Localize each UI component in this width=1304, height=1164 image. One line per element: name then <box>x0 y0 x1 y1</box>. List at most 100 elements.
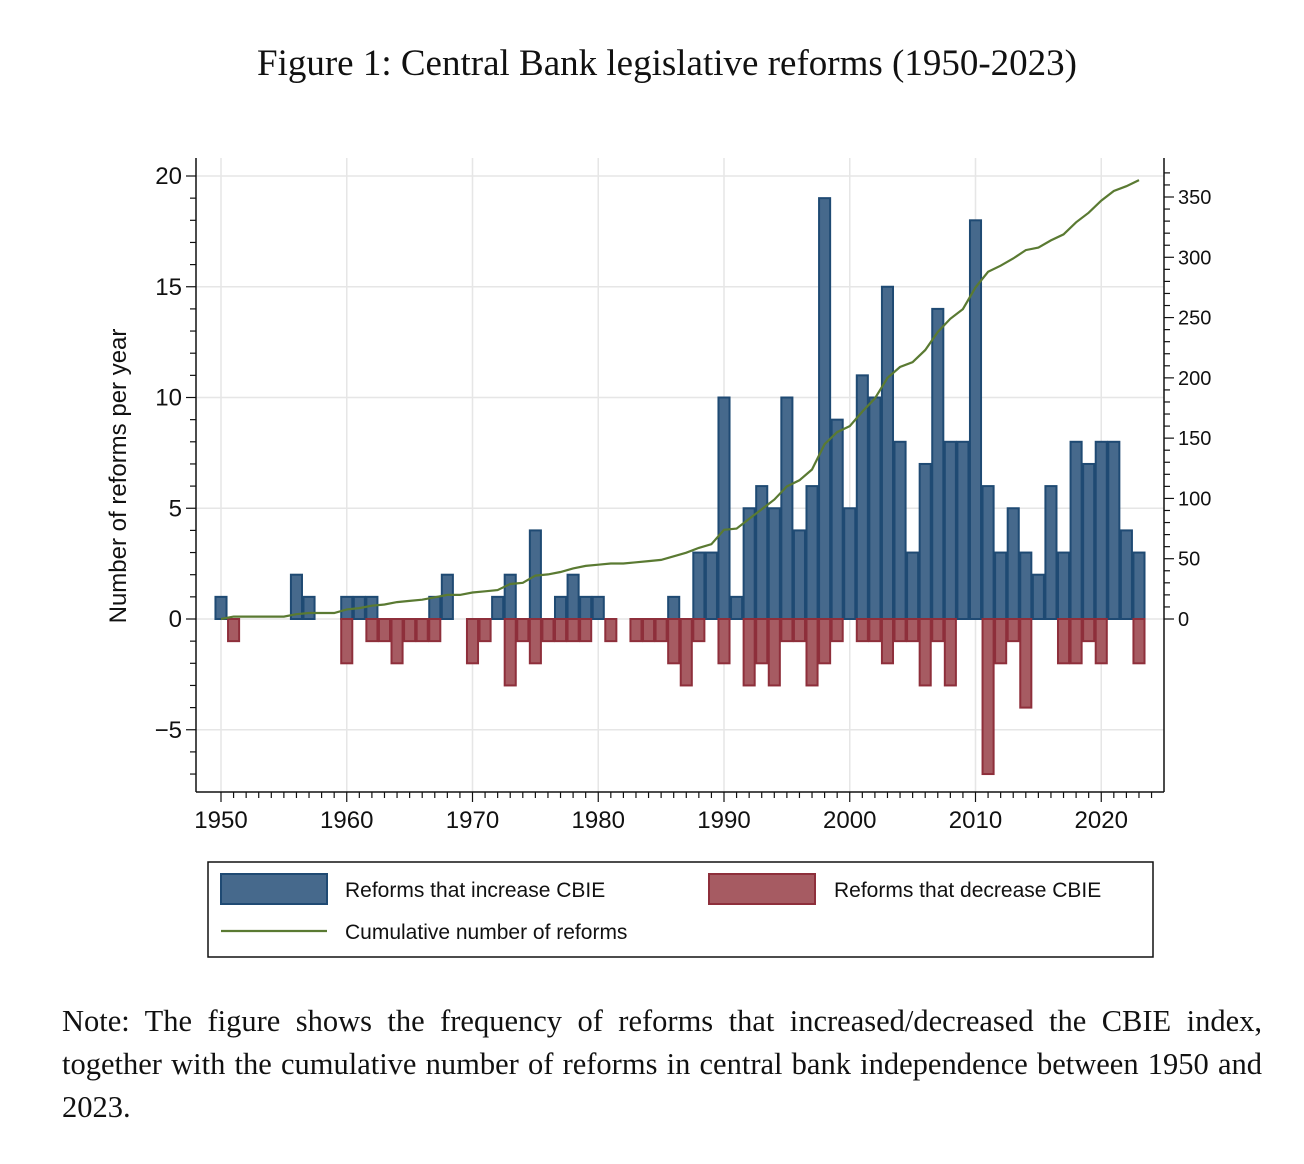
bar-decrease <box>415 618 429 643</box>
bar-decrease <box>792 618 806 643</box>
bar-decrease <box>830 618 844 643</box>
bar-decrease <box>994 618 1008 665</box>
figure-note: Note: The figure shows the frequency of … <box>62 1004 1262 1124</box>
bar-increase <box>579 595 593 620</box>
bar-increase <box>491 595 505 620</box>
bar-increase <box>1006 507 1020 620</box>
bar-decrease <box>805 618 819 687</box>
bar-increase <box>591 595 605 620</box>
bar-increase <box>805 485 819 620</box>
bar-increase <box>994 551 1008 620</box>
bar-increase <box>692 551 706 620</box>
gridlines <box>196 158 1164 792</box>
bar-increase <box>566 573 580 621</box>
bar-decrease <box>755 618 769 665</box>
y-tick-label: 20 <box>155 163 182 190</box>
bar-decrease <box>579 618 593 643</box>
bar-decrease <box>981 618 995 776</box>
bar-increase <box>893 440 907 620</box>
bar-decrease <box>1094 618 1108 665</box>
bar-increase <box>1044 485 1058 620</box>
x-tick-label: 1970 <box>446 807 499 834</box>
bar-decrease <box>654 618 668 643</box>
bar-decrease <box>893 618 907 643</box>
bar-increase <box>742 507 756 620</box>
bar-increase <box>830 418 844 620</box>
bar-decrease <box>767 618 781 687</box>
bar-decrease <box>553 618 568 643</box>
bar-decrease <box>642 618 656 643</box>
bar-decrease <box>855 618 869 643</box>
figure-title: Figure 1: Central Bank legislative refor… <box>257 43 1077 84</box>
bar-increase <box>880 285 895 620</box>
bar-decrease <box>1019 618 1033 709</box>
bar-increase <box>365 595 379 620</box>
bar-increase <box>780 396 794 620</box>
y-right-tick-label: 350 <box>1178 187 1211 209</box>
y-right-tick-label: 50 <box>1178 549 1200 571</box>
bar-decrease <box>629 618 643 643</box>
bar-increase <box>981 485 995 620</box>
bar-decrease <box>1082 618 1096 643</box>
bar-increase <box>704 551 718 620</box>
bar-decrease <box>227 618 241 643</box>
bars <box>214 197 1146 776</box>
bar-decrease <box>1056 618 1071 665</box>
x-tick-label: 1980 <box>572 807 625 834</box>
legend-label-cumulative: Cumulative number of reforms <box>345 921 627 944</box>
x-tick-label: 2010 <box>949 807 1002 834</box>
y-right-tick-label: 200 <box>1178 368 1211 390</box>
y-tick-label: −5 <box>155 717 182 744</box>
bar-decrease <box>365 618 379 643</box>
bar-increase <box>1132 551 1146 620</box>
bar-increase <box>792 529 806 621</box>
bar-decrease <box>692 618 706 643</box>
bar-decrease <box>503 618 517 687</box>
bar-increase <box>843 507 857 620</box>
bar-increase <box>1056 551 1071 620</box>
bar-increase <box>1019 551 1033 620</box>
bar-increase <box>968 219 983 621</box>
bar-increase <box>767 507 781 620</box>
bar-increase <box>918 462 932 621</box>
bar-decrease <box>340 618 354 665</box>
legend-swatch-decrease <box>708 873 816 905</box>
bar-decrease <box>1069 618 1083 665</box>
legend-label-decrease: Reforms that decrease CBIE <box>834 879 1101 902</box>
bar-decrease <box>528 618 542 665</box>
bar-decrease <box>604 618 618 643</box>
bar-increase <box>1069 440 1083 620</box>
bar-decrease <box>918 618 932 687</box>
legend-swatch-increase <box>220 873 328 905</box>
bar-decrease <box>868 618 882 643</box>
y-right-tick-label: 100 <box>1178 488 1211 510</box>
bar-decrease <box>742 618 756 687</box>
bar-decrease <box>465 618 480 665</box>
bar-increase <box>553 595 568 620</box>
bar-increase <box>730 595 744 620</box>
bar-decrease <box>1006 618 1020 643</box>
x-tick-label: 1950 <box>194 807 247 834</box>
bar-increase <box>1107 440 1121 620</box>
bar-increase <box>503 573 517 621</box>
bar-decrease <box>390 618 404 665</box>
bar-increase <box>1119 529 1133 621</box>
bar-increase <box>1094 440 1108 620</box>
bar-decrease <box>880 618 895 665</box>
bar-increase <box>906 551 920 620</box>
x-tick-label: 1990 <box>697 807 750 834</box>
legend: Reforms that increase CBIE Reforms that … <box>207 861 1154 958</box>
bar-decrease <box>667 618 681 665</box>
bar-decrease <box>818 618 832 665</box>
y-axis-label: Number of reforms per year <box>105 329 132 624</box>
y-tick-label: 5 <box>169 495 182 522</box>
y-right-tick-label: 250 <box>1178 308 1211 330</box>
bar-increase <box>440 573 454 621</box>
y-right-tick-label: 150 <box>1178 428 1211 450</box>
bar-decrease <box>906 618 920 643</box>
bar-decrease <box>679 618 693 687</box>
bar-increase <box>717 396 731 620</box>
y-right-tick-label: 300 <box>1178 247 1211 269</box>
bar-increase <box>1031 573 1045 621</box>
